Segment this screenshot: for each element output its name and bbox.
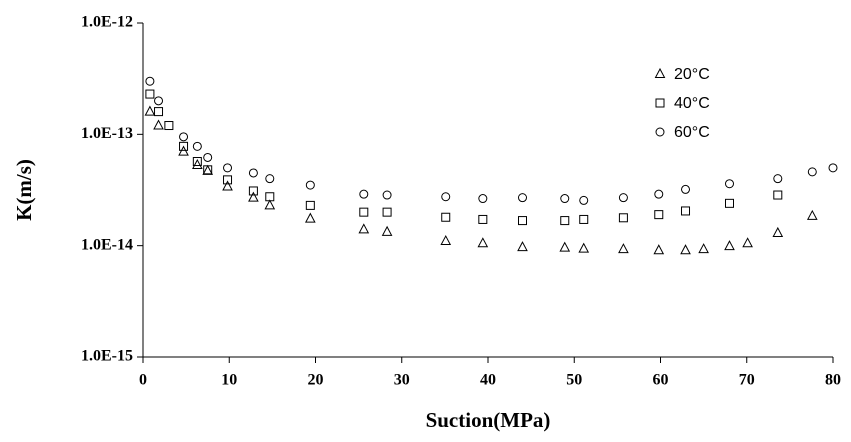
data-point xyxy=(578,242,590,253)
data-point xyxy=(154,96,164,106)
data-point xyxy=(828,163,838,173)
data-point xyxy=(560,194,570,204)
x-tick-label: 10 xyxy=(221,372,237,389)
data-point xyxy=(192,158,203,170)
data-point xyxy=(653,244,665,255)
data-point xyxy=(654,189,664,199)
y-axis-label: K(m/s) xyxy=(12,159,36,221)
data-point xyxy=(179,141,189,151)
x-tick-label: 80 xyxy=(825,372,841,389)
y-tick-label: 1.0E-13 xyxy=(81,125,133,142)
data-point xyxy=(203,165,213,175)
data-point xyxy=(264,199,276,210)
y-tick-label: 1.0E-15 xyxy=(81,348,133,365)
data-point xyxy=(203,152,213,162)
data-point xyxy=(680,244,691,255)
data-point xyxy=(725,198,734,208)
data-point xyxy=(179,132,189,142)
data-point xyxy=(477,237,489,248)
data-point xyxy=(681,184,691,194)
data-point xyxy=(145,76,155,86)
data-point xyxy=(806,209,818,220)
data-point xyxy=(358,223,370,234)
legend-marker xyxy=(654,67,666,78)
data-point xyxy=(773,174,783,184)
data-point xyxy=(618,243,629,254)
data-point xyxy=(772,226,784,237)
legend-label: 40°C xyxy=(674,95,710,112)
data-point xyxy=(618,193,628,203)
data-point xyxy=(478,214,488,224)
data-point xyxy=(145,89,155,99)
data-point xyxy=(192,157,202,167)
data-point xyxy=(518,193,527,203)
data-point xyxy=(305,200,315,210)
data-point xyxy=(164,121,174,131)
data-point xyxy=(248,168,258,178)
legend-marker xyxy=(655,127,665,137)
data-point xyxy=(579,195,589,205)
data-point xyxy=(807,167,817,177)
x-tick-label: 0 xyxy=(139,372,147,389)
data-point xyxy=(359,189,369,199)
data-point xyxy=(725,179,734,189)
data-point xyxy=(265,174,275,184)
data-point xyxy=(560,216,570,226)
data-point xyxy=(223,163,233,173)
data-point xyxy=(441,192,451,202)
data-point xyxy=(517,241,528,252)
x-tick-label: 20 xyxy=(308,372,324,389)
data-point xyxy=(248,191,259,202)
x-tick-label: 70 xyxy=(739,372,755,389)
data-point xyxy=(579,214,589,224)
y-tick-label: 1.0E-12 xyxy=(81,14,133,31)
legend-label: 20°C xyxy=(674,66,710,83)
data-point xyxy=(305,180,315,190)
data-point xyxy=(202,164,214,175)
data-point xyxy=(654,210,664,220)
data-point xyxy=(518,216,527,226)
data-point xyxy=(681,206,691,216)
data-point xyxy=(144,105,156,116)
data-point xyxy=(381,225,393,236)
data-point xyxy=(382,190,392,200)
data-point xyxy=(441,212,451,222)
data-point xyxy=(304,212,316,223)
data-point xyxy=(698,243,709,254)
data-point xyxy=(223,175,233,185)
legend-label: 60°C xyxy=(674,124,710,141)
legend-marker xyxy=(655,98,665,108)
data-point xyxy=(248,186,258,196)
data-point xyxy=(440,234,452,246)
data-point xyxy=(559,241,571,252)
x-tick-label: 30 xyxy=(394,372,410,389)
data-point xyxy=(382,207,392,217)
x-tick-label: 60 xyxy=(653,372,669,389)
data-point xyxy=(724,240,735,251)
data-point xyxy=(154,107,164,117)
x-tick-label: 40 xyxy=(480,372,496,389)
data-point xyxy=(742,237,753,248)
y-tick-label: 1.0E-14 xyxy=(81,236,133,253)
x-axis-label: Suction(MPa) xyxy=(426,408,551,432)
data-point xyxy=(265,192,275,202)
data-point xyxy=(153,119,164,130)
data-point xyxy=(359,207,369,217)
data-point xyxy=(618,213,628,223)
data-point xyxy=(773,190,783,200)
data-point xyxy=(192,141,202,151)
x-tick-label: 50 xyxy=(566,372,582,389)
data-point xyxy=(478,194,488,204)
data-point xyxy=(222,180,233,191)
